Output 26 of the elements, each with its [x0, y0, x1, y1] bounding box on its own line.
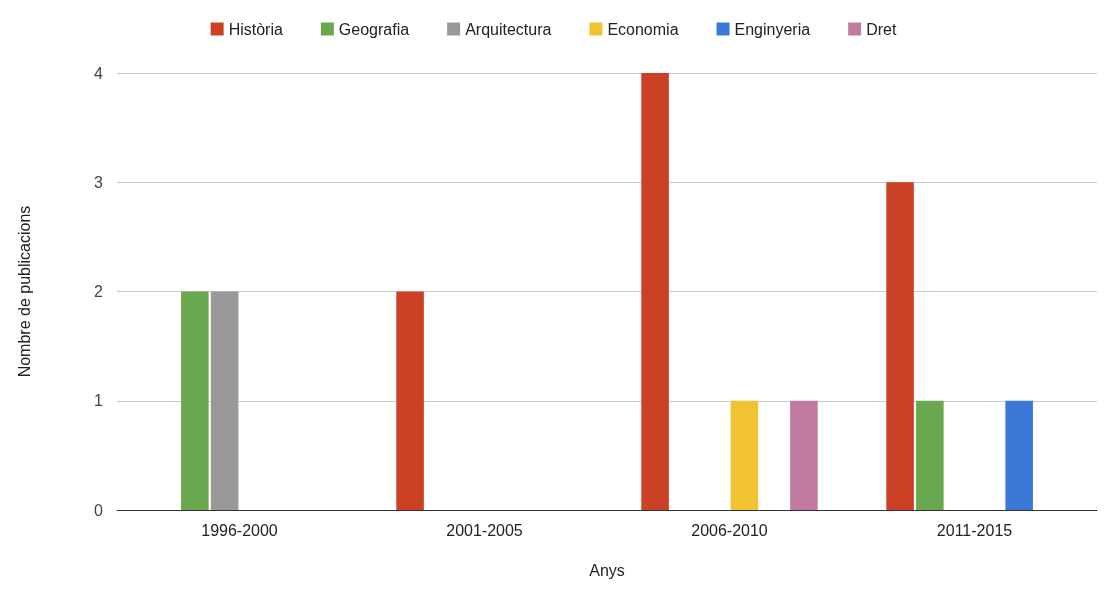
- bar: [210, 291, 239, 510]
- legend-label: Geografia: [338, 20, 410, 38]
- bar: [181, 291, 209, 510]
- bar: [886, 182, 914, 510]
- bar: [1005, 400, 1033, 510]
- bar: [730, 400, 759, 510]
- x-tick-label: 2011-2015: [936, 521, 1013, 539]
- legend-label: Arquitectura: [465, 20, 552, 38]
- x-tick-label: 2001-2005: [446, 521, 523, 539]
- legend-label: Història: [228, 20, 283, 38]
- legend-label: Enginyeria: [734, 20, 811, 38]
- y-tick-label: 4: [94, 64, 104, 82]
- bar: [790, 400, 818, 510]
- y-tick-label: 1: [94, 392, 104, 410]
- bar: [641, 73, 669, 510]
- x-tick-label: 1996-2000: [201, 521, 278, 539]
- y-tick-label: 3: [94, 173, 104, 191]
- x-axis-title: Anys: [589, 561, 625, 579]
- x-tick-label: 2006-2010: [691, 521, 768, 539]
- bar: [916, 400, 944, 510]
- y-tick-label: 0: [94, 501, 104, 519]
- legend-label: Dret: [866, 20, 897, 38]
- bar: [396, 291, 424, 510]
- legend-label: Economia: [607, 20, 679, 38]
- y-axis-title: Nombre de publicacions: [15, 205, 33, 378]
- y-tick-label: 2: [94, 283, 104, 300]
